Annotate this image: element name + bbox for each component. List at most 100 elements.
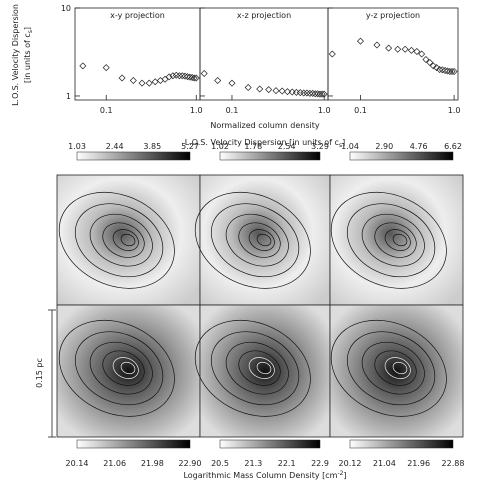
y-tick-label: 1 xyxy=(66,92,71,101)
contour xyxy=(89,341,153,395)
map xyxy=(199,304,331,438)
contour xyxy=(120,233,136,247)
contour xyxy=(384,229,411,251)
point xyxy=(178,72,186,80)
contour xyxy=(392,361,408,375)
contour xyxy=(330,191,447,289)
point xyxy=(328,50,336,58)
point xyxy=(450,67,458,75)
contour xyxy=(120,361,136,375)
point xyxy=(407,46,415,54)
contour xyxy=(248,357,275,379)
colorbar-tick-label: 2.54 xyxy=(278,142,296,151)
x-tick-label: 1.0 xyxy=(448,106,461,115)
colorbar xyxy=(76,151,191,161)
point xyxy=(314,90,322,98)
colorbar-tick-label: 22.9 xyxy=(311,459,329,468)
point xyxy=(102,64,110,72)
contour xyxy=(225,213,289,267)
point xyxy=(422,55,430,63)
point xyxy=(309,89,317,97)
contour xyxy=(238,350,281,386)
x-label: Normalized column density xyxy=(210,121,320,130)
point xyxy=(256,85,264,93)
colorbar xyxy=(349,151,454,161)
point xyxy=(436,65,444,73)
contour xyxy=(58,319,175,417)
point xyxy=(184,73,192,81)
point xyxy=(151,78,159,86)
map xyxy=(329,174,464,306)
point xyxy=(244,83,252,91)
contour xyxy=(330,319,447,417)
point xyxy=(320,90,328,98)
contour xyxy=(361,213,425,267)
contour xyxy=(210,331,300,406)
y-tick-label: 10 xyxy=(61,4,71,13)
contour xyxy=(112,229,139,251)
scale-label: 0.15 pc xyxy=(35,358,44,388)
point xyxy=(438,66,446,74)
colorbar-title: Logarithmic Mass Column Density [cm-2] xyxy=(183,470,346,480)
point xyxy=(118,74,126,82)
contour xyxy=(89,213,153,267)
point xyxy=(318,90,326,98)
contour xyxy=(102,350,145,386)
point xyxy=(311,90,319,98)
point xyxy=(138,79,146,87)
point xyxy=(272,87,280,95)
map xyxy=(56,174,201,306)
map xyxy=(199,174,331,306)
colorbar xyxy=(76,439,191,449)
point xyxy=(385,44,393,52)
contour xyxy=(346,203,436,278)
colorbar-tick-label: 1.78 xyxy=(244,142,262,151)
colorbar-tick-label: 21.98 xyxy=(141,459,164,468)
point xyxy=(129,76,137,84)
point xyxy=(278,87,286,95)
point xyxy=(228,79,236,87)
point xyxy=(190,74,198,82)
colorbar-tick-label: 22.88 xyxy=(442,459,465,468)
point xyxy=(265,86,273,94)
colorbar-tick-label: 1.02 xyxy=(211,142,229,151)
colorbar-tick-label: 4.76 xyxy=(410,142,428,151)
point xyxy=(433,64,441,72)
point xyxy=(444,67,452,75)
contour xyxy=(74,331,164,406)
point xyxy=(401,45,409,53)
colorbar-tick-label: 20.5 xyxy=(211,459,229,468)
contour xyxy=(374,222,417,258)
contour xyxy=(361,341,425,395)
colorbar-tick-label: 6.62 xyxy=(444,142,462,151)
colorbar-tick-label: 1.03 xyxy=(68,142,86,151)
colorbar-tick-label: 21.96 xyxy=(407,459,430,468)
y-label: L.O.S. Velocity Dispersion xyxy=(11,4,20,106)
point xyxy=(145,79,153,87)
point xyxy=(200,70,208,78)
point xyxy=(356,37,364,45)
contour xyxy=(112,357,139,379)
contour xyxy=(248,229,275,251)
point xyxy=(161,75,169,83)
panel-title: x-y projection xyxy=(110,11,165,20)
x-tick-label: 0.1 xyxy=(100,106,113,115)
map xyxy=(329,304,464,438)
colorbar-tick-label: 20.12 xyxy=(339,459,362,468)
point xyxy=(169,72,177,80)
colorbar-tick-label: 21.06 xyxy=(103,459,126,468)
contour xyxy=(238,222,281,258)
point xyxy=(214,76,222,84)
point xyxy=(165,73,173,81)
colorbar xyxy=(219,151,321,161)
point xyxy=(373,41,381,49)
colorbar-tick-label: 1.04 xyxy=(341,142,359,151)
point xyxy=(418,50,426,58)
panel-title: x-z projection xyxy=(237,11,291,20)
point xyxy=(288,88,296,96)
point xyxy=(413,48,421,56)
contour xyxy=(58,191,175,289)
map xyxy=(56,304,201,438)
contour xyxy=(256,361,272,375)
